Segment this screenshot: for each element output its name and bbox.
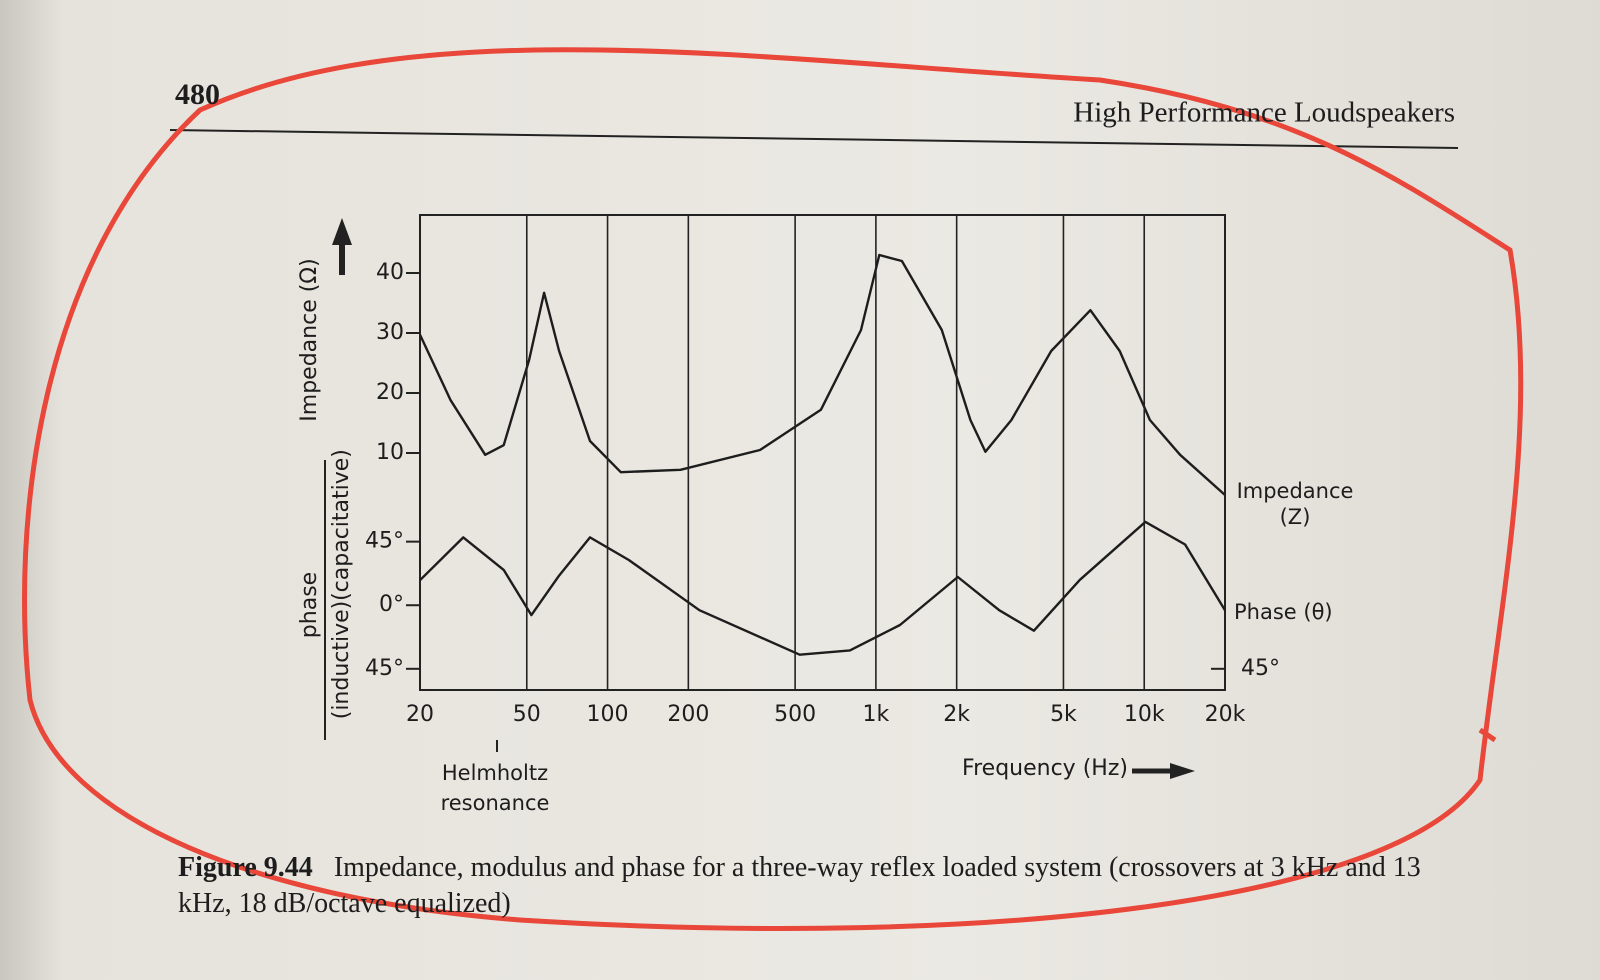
plot-frame <box>419 214 1226 691</box>
y-tick-label: 45° <box>365 529 404 554</box>
header-rule <box>169 129 1459 149</box>
x-tick-label: 2k <box>943 702 970 727</box>
line-series <box>419 520 1227 656</box>
y-tick-label: 30 <box>376 320 404 345</box>
x-tick-label: 1k <box>863 702 890 727</box>
x-axis-label: Frequency (Hz) <box>962 756 1128 781</box>
y-axis-label: Impedance (Ω) <box>297 258 322 421</box>
x-tick-label: 10k <box>1124 702 1165 727</box>
series-label: Phase (θ) <box>1234 600 1333 624</box>
x-tick-label: 20k <box>1205 702 1246 727</box>
x-tick-label: 100 <box>587 702 629 727</box>
x-tick-label: 200 <box>667 702 709 727</box>
annotation: Helmholtz resonance <box>440 761 550 815</box>
caption-label: Figure 9.44 <box>178 852 313 883</box>
line-series <box>418 253 1226 496</box>
running-head: High Performance Loudspeakers <box>1073 97 1455 129</box>
y-tick-label: 10 <box>376 440 404 465</box>
axis-arrow-head <box>332 218 352 245</box>
y-axis-sublabel: (inductive) <box>329 601 354 720</box>
y-tick-label: 45° <box>365 656 404 681</box>
x-tick-label: 20 <box>406 702 434 727</box>
y-tick-label: 0° <box>379 592 404 617</box>
x-tick-label: 5k <box>1050 702 1077 727</box>
y-axis-sublabel: (capacitative) <box>329 449 354 601</box>
series-label: Impedance (Z) <box>1236 479 1354 529</box>
caption: Figure 9.44 Impedance, modulus and phase… <box>178 850 1458 922</box>
page-number: 480 <box>175 78 220 111</box>
caption-text: Impedance, modulus and phase for a three… <box>178 852 1421 919</box>
y-tick-label: 40 <box>376 260 404 285</box>
y-axis-label: phase <box>297 572 322 638</box>
y-tick-label: 20 <box>376 380 404 405</box>
hand-drawn-circle <box>22 47 1524 931</box>
x-arrow-head <box>1170 763 1195 779</box>
right-tick-label: 45° <box>1241 656 1280 681</box>
x-tick-label: 50 <box>513 702 541 727</box>
x-tick-label: 500 <box>774 702 816 727</box>
